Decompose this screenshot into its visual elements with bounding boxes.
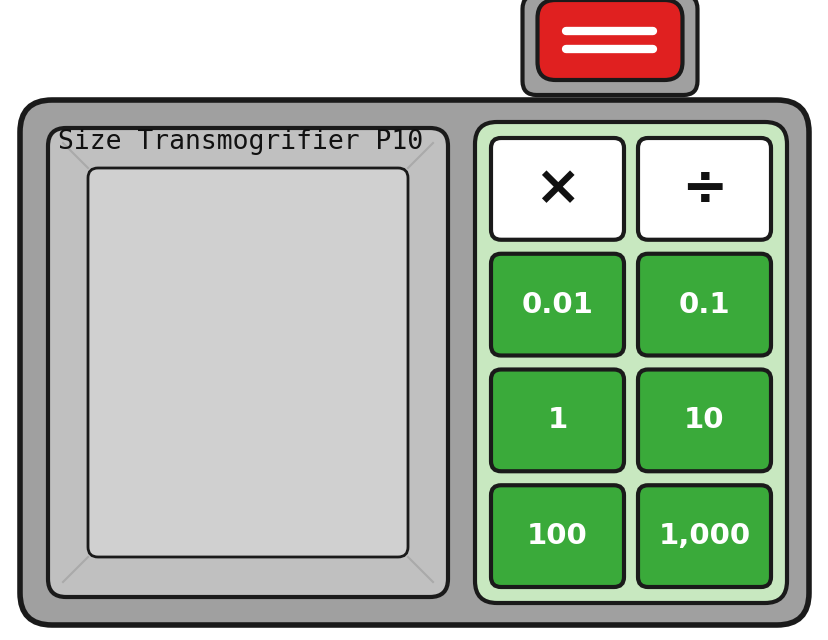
Text: 0.01: 0.01 [521,291,593,319]
Text: ÷: ÷ [681,162,727,216]
FancyBboxPatch shape [490,369,623,471]
Text: 0.1: 0.1 [678,291,729,319]
FancyBboxPatch shape [490,253,623,355]
FancyBboxPatch shape [638,369,770,471]
FancyBboxPatch shape [638,253,770,355]
Text: 1: 1 [546,406,567,435]
FancyBboxPatch shape [490,485,623,587]
FancyBboxPatch shape [537,0,681,80]
FancyBboxPatch shape [490,138,623,240]
Text: 1,000: 1,000 [657,522,749,550]
FancyBboxPatch shape [88,168,407,557]
Text: ×: × [533,162,580,216]
FancyBboxPatch shape [638,138,770,240]
Text: 10: 10 [683,406,724,435]
FancyBboxPatch shape [474,122,786,603]
FancyBboxPatch shape [638,485,770,587]
Text: Size Transmogrifier P10: Size Transmogrifier P10 [58,129,422,155]
FancyBboxPatch shape [522,0,696,95]
Text: 100: 100 [527,522,587,550]
FancyBboxPatch shape [20,100,808,625]
FancyBboxPatch shape [48,128,447,597]
